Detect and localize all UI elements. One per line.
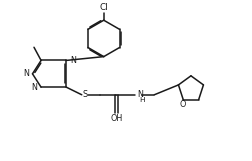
Text: OH: OH xyxy=(110,114,122,123)
Text: O: O xyxy=(178,100,185,109)
Text: N: N xyxy=(32,83,37,92)
Text: S: S xyxy=(82,90,87,99)
Text: N: N xyxy=(23,69,29,78)
Text: N: N xyxy=(70,56,75,65)
Text: N: N xyxy=(136,90,142,99)
Text: H: H xyxy=(139,97,144,103)
Text: Cl: Cl xyxy=(99,3,108,12)
